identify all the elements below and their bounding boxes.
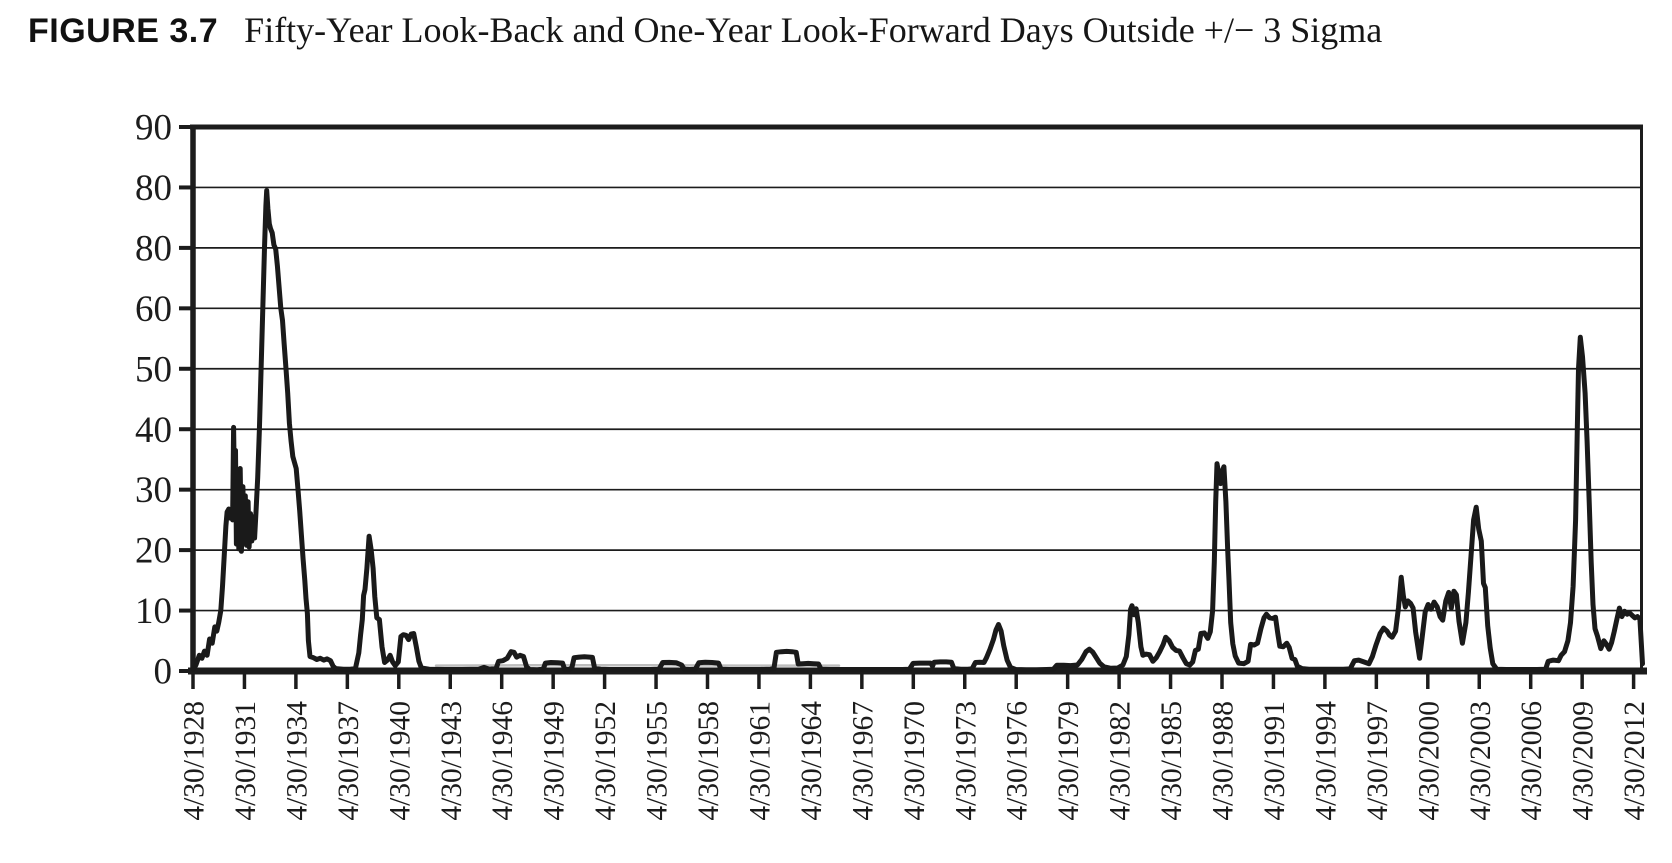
x-axis-tick-label: 4/30/1991: [1259, 701, 1291, 821]
x-axis-tick-label: 4/30/1928: [179, 701, 211, 821]
x-axis-tick-label: 4/30/1997: [1362, 701, 1394, 821]
y-axis-tick-label: 10: [135, 591, 172, 632]
x-axis-tick-label: 4/30/1949: [539, 701, 571, 821]
y-axis-tick-label: 20: [135, 531, 172, 572]
x-axis-tick-label: 4/30/1955: [642, 701, 674, 821]
x-axis-tick-label: 4/30/1931: [230, 701, 262, 821]
x-axis-tick-label: 4/30/1946: [487, 701, 519, 821]
x-axis-tick-label: 4/30/2003: [1465, 701, 1497, 821]
figure-title: FIGURE 3.7 Fifty-Year Look-Back and One-Y…: [28, 4, 1658, 57]
figure-number-label: FIGURE 3.7: [28, 12, 219, 50]
x-axis-tick-label: 4/30/1988: [1208, 701, 1240, 821]
x-axis-tick-label: 4/30/2000: [1413, 701, 1445, 821]
y-axis-tick-label: 30: [135, 470, 172, 511]
x-axis-tick-label: 4/30/1976: [1002, 701, 1034, 821]
x-axis-tick-label: 4/30/2012: [1619, 701, 1651, 821]
x-axis-tick-label: 4/30/1979: [1053, 701, 1085, 821]
x-axis-tick-label: 4/30/1973: [950, 701, 982, 821]
y-axis-tick-label: 60: [135, 289, 172, 330]
y-axis-tick-label: 0: [154, 652, 173, 693]
x-axis-tick-label: 4/30/1961: [744, 701, 776, 821]
y-axis-tick-label: 50: [135, 349, 172, 390]
series-line-look-back: [190, 188, 1645, 673]
x-axis-tick-label: 4/30/1967: [847, 701, 879, 821]
x-axis-tick-label: 4/30/1994: [1310, 701, 1342, 821]
x-axis-tick-label: 4/30/2006: [1516, 701, 1548, 821]
y-axis-tick-label: 80: [135, 228, 172, 269]
x-axis-tick-label: 4/30/1970: [899, 701, 931, 821]
y-axis-tick-label: 80: [135, 168, 172, 209]
y-axis-tick-label: 40: [135, 410, 172, 451]
x-axis-tick-label: 4/30/1940: [384, 701, 416, 821]
x-axis-tick-label: 4/30/2009: [1568, 701, 1600, 821]
x-axis-tick-label: 4/30/1937: [333, 701, 365, 821]
x-axis-tick-label: 4/30/1985: [1156, 701, 1188, 821]
y-axis-tick-label: 90: [135, 108, 172, 149]
x-axis-tick-label: 4/30/1952: [590, 701, 622, 821]
x-axis-tick-label: 4/30/1934: [281, 701, 313, 821]
x-axis-tick-label: 4/30/1982: [1105, 701, 1137, 821]
x-axis-tick-label: 4/30/1964: [796, 701, 828, 821]
x-axis-tick-label: 4/30/1958: [693, 701, 725, 821]
figure-caption-text: Fifty-Year Look-Back and One-Year Look-F…: [244, 10, 1383, 50]
x-axis-tick-label: 4/30/1943: [436, 701, 468, 821]
